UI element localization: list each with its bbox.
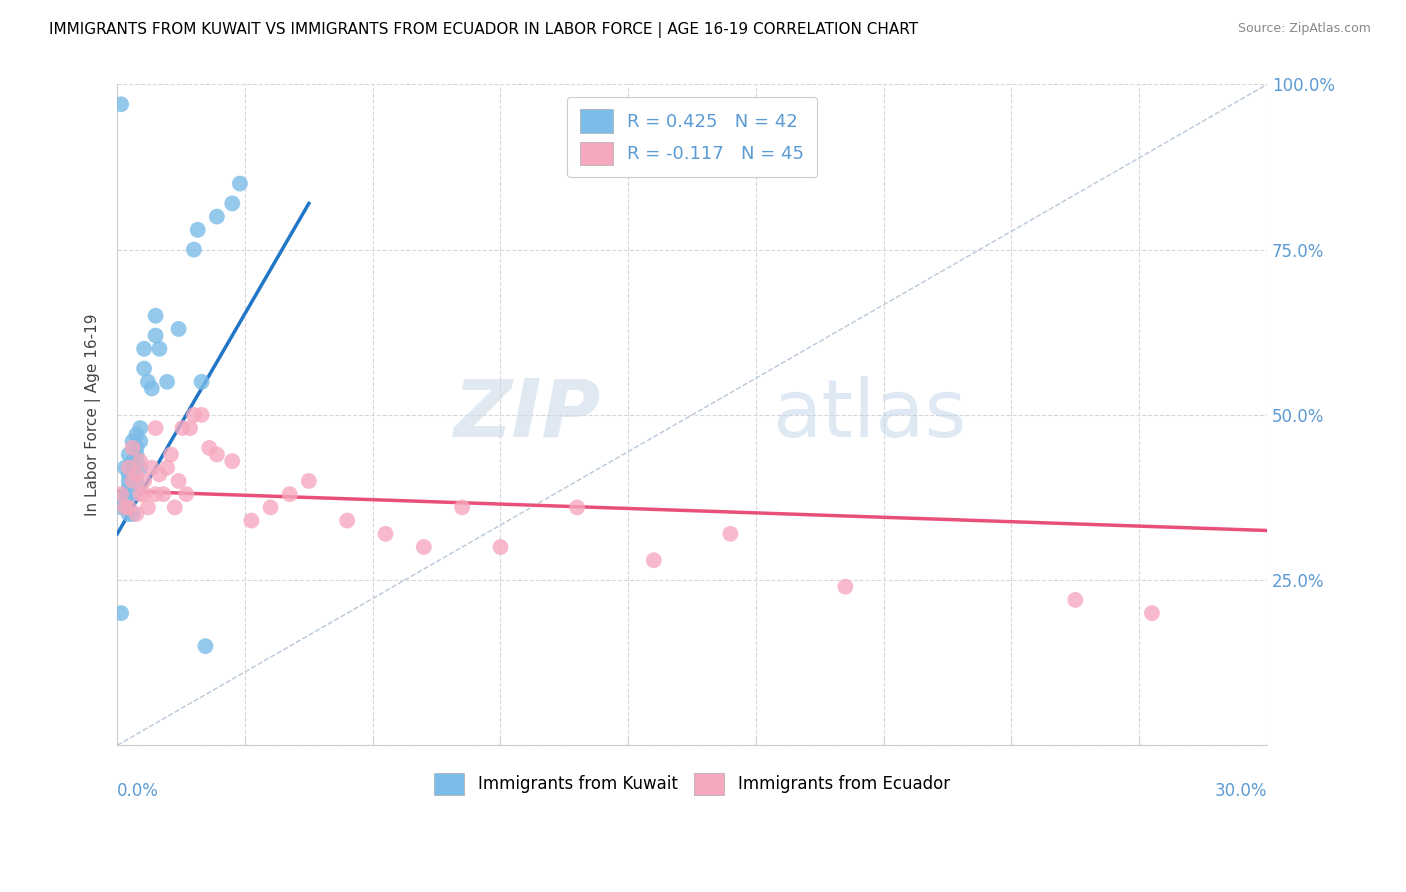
Point: [190, 408, 212, 422]
Point: [179, 421, 201, 435]
Text: 0.0%: 0.0%: [117, 781, 159, 799]
Point: [412, 540, 434, 554]
Point: [167, 322, 190, 336]
Y-axis label: In Labor Force | Age 16-19: In Labor Force | Age 16-19: [86, 314, 101, 516]
Point: [121, 474, 143, 488]
Legend: Immigrants from Kuwait, Immigrants from Ecuador: Immigrants from Kuwait, Immigrants from …: [426, 765, 957, 803]
Point: [125, 448, 148, 462]
Point: [160, 448, 183, 462]
Point: [148, 467, 170, 482]
Point: [121, 507, 143, 521]
Point: [118, 467, 141, 482]
Text: 30.0%: 30.0%: [1215, 781, 1267, 799]
Point: [110, 500, 132, 515]
Point: [187, 223, 209, 237]
Point: [643, 553, 665, 567]
Point: [834, 580, 856, 594]
Point: [229, 177, 252, 191]
Point: [163, 500, 186, 515]
Point: [129, 421, 152, 435]
Point: [451, 500, 474, 515]
Point: [125, 507, 148, 521]
Point: [148, 342, 170, 356]
Point: [132, 361, 155, 376]
Text: ZIP: ZIP: [453, 376, 600, 454]
Point: [718, 526, 741, 541]
Point: [374, 526, 396, 541]
Point: [125, 441, 148, 455]
Point: [129, 460, 152, 475]
Point: [118, 487, 141, 501]
Point: [129, 487, 152, 501]
Point: [145, 421, 167, 435]
Point: [118, 460, 141, 475]
Point: [118, 500, 141, 515]
Point: [141, 381, 163, 395]
Point: [125, 454, 148, 468]
Point: [118, 507, 141, 521]
Point: [118, 481, 141, 495]
Point: [129, 434, 152, 449]
Point: [121, 460, 143, 475]
Point: [121, 434, 143, 449]
Point: [114, 487, 136, 501]
Text: Source: ZipAtlas.com: Source: ZipAtlas.com: [1237, 22, 1371, 36]
Point: [125, 427, 148, 442]
Point: [114, 500, 136, 515]
Point: [141, 460, 163, 475]
Point: [1064, 593, 1087, 607]
Point: [174, 487, 197, 501]
Point: [121, 454, 143, 468]
Point: [221, 196, 243, 211]
Point: [132, 342, 155, 356]
Point: [125, 467, 148, 482]
Point: [118, 474, 141, 488]
Point: [198, 441, 221, 455]
Point: [565, 500, 588, 515]
Point: [278, 487, 301, 501]
Point: [125, 474, 148, 488]
Point: [298, 474, 321, 488]
Point: [336, 514, 359, 528]
Point: [152, 487, 174, 501]
Point: [136, 500, 159, 515]
Point: [194, 639, 217, 653]
Point: [221, 454, 243, 468]
Point: [259, 500, 281, 515]
Point: [205, 448, 228, 462]
Point: [156, 460, 179, 475]
Point: [129, 454, 152, 468]
Point: [156, 375, 179, 389]
Point: [121, 474, 143, 488]
Point: [145, 328, 167, 343]
Text: IMMIGRANTS FROM KUWAIT VS IMMIGRANTS FROM ECUADOR IN LABOR FORCE | AGE 16-19 COR: IMMIGRANTS FROM KUWAIT VS IMMIGRANTS FRO…: [49, 22, 918, 38]
Point: [240, 514, 263, 528]
Point: [183, 243, 205, 257]
Point: [205, 210, 228, 224]
Point: [489, 540, 512, 554]
Point: [183, 408, 205, 422]
Point: [136, 375, 159, 389]
Point: [110, 487, 132, 501]
Point: [114, 493, 136, 508]
Point: [121, 487, 143, 501]
Point: [167, 474, 190, 488]
Point: [118, 448, 141, 462]
Point: [121, 441, 143, 455]
Point: [114, 460, 136, 475]
Point: [132, 474, 155, 488]
Point: [1140, 606, 1163, 620]
Point: [110, 606, 132, 620]
Point: [145, 487, 167, 501]
Point: [110, 97, 132, 112]
Point: [190, 375, 212, 389]
Point: [145, 309, 167, 323]
Point: [172, 421, 194, 435]
Text: atlas: atlas: [772, 376, 967, 454]
Point: [132, 487, 155, 501]
